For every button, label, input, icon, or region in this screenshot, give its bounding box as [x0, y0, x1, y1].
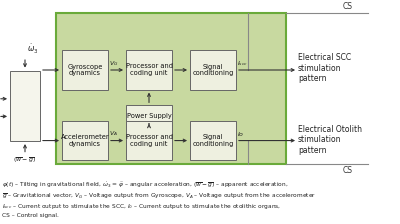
Text: Processor and
coding unit: Processor and coding unit: [126, 63, 172, 77]
Text: $I_{scc}$: $I_{scc}$: [237, 59, 248, 68]
Bar: [62, 121, 108, 160]
Text: $\varphi(t)$ – Tilting in gravitational field, $\dot{\omega}_3$ = $\ddot{\varphi: $\varphi(t)$ – Tilting in gravitational …: [2, 180, 288, 190]
Bar: [190, 50, 236, 90]
Text: Processor and
coding unit: Processor and coding unit: [126, 134, 172, 147]
Text: $(\overline{w}-\overline{g})$: $(\overline{w}-\overline{g})$: [14, 156, 36, 165]
Text: $V_G$: $V_G$: [109, 59, 119, 68]
Bar: [126, 105, 172, 127]
Text: CS – Control signal.: CS – Control signal.: [2, 213, 59, 218]
Text: Electrical SCC
stimulation
pattern: Electrical SCC stimulation pattern: [298, 53, 351, 83]
Bar: [56, 13, 286, 164]
Bar: [126, 50, 172, 90]
Text: Gyroscope
dynamics: Gyroscope dynamics: [67, 63, 103, 77]
Text: $\overline{g}$ – Gravitational vector, $V_G$ – Voltage output from Gyroscope, $V: $\overline{g}$ – Gravitational vector, $…: [2, 191, 316, 200]
Text: CS: CS: [343, 166, 353, 175]
Text: Electrical Otolith
stimulation
pattern: Electrical Otolith stimulation pattern: [298, 125, 362, 155]
Text: $\dot{\omega}_3$: $\dot{\omega}_3$: [27, 43, 38, 56]
Text: CS: CS: [343, 2, 353, 11]
Bar: [126, 121, 172, 160]
Bar: [62, 50, 108, 90]
Text: Signal
conditioning: Signal conditioning: [192, 63, 234, 77]
Text: Power Supply: Power Supply: [127, 113, 171, 119]
Text: Signal
conditioning: Signal conditioning: [192, 134, 234, 147]
Bar: [190, 121, 236, 160]
Text: Accelerometer
dynamics: Accelerometer dynamics: [61, 134, 109, 147]
Text: $Io$: $Io$: [237, 130, 244, 138]
Bar: [10, 71, 40, 141]
Text: $I_{scc}$ – Current output to stimulate the SCC, $I_0$ – Current output to stimu: $I_{scc}$ – Current output to stimulate …: [2, 202, 281, 211]
Text: $V_A$: $V_A$: [109, 129, 118, 138]
